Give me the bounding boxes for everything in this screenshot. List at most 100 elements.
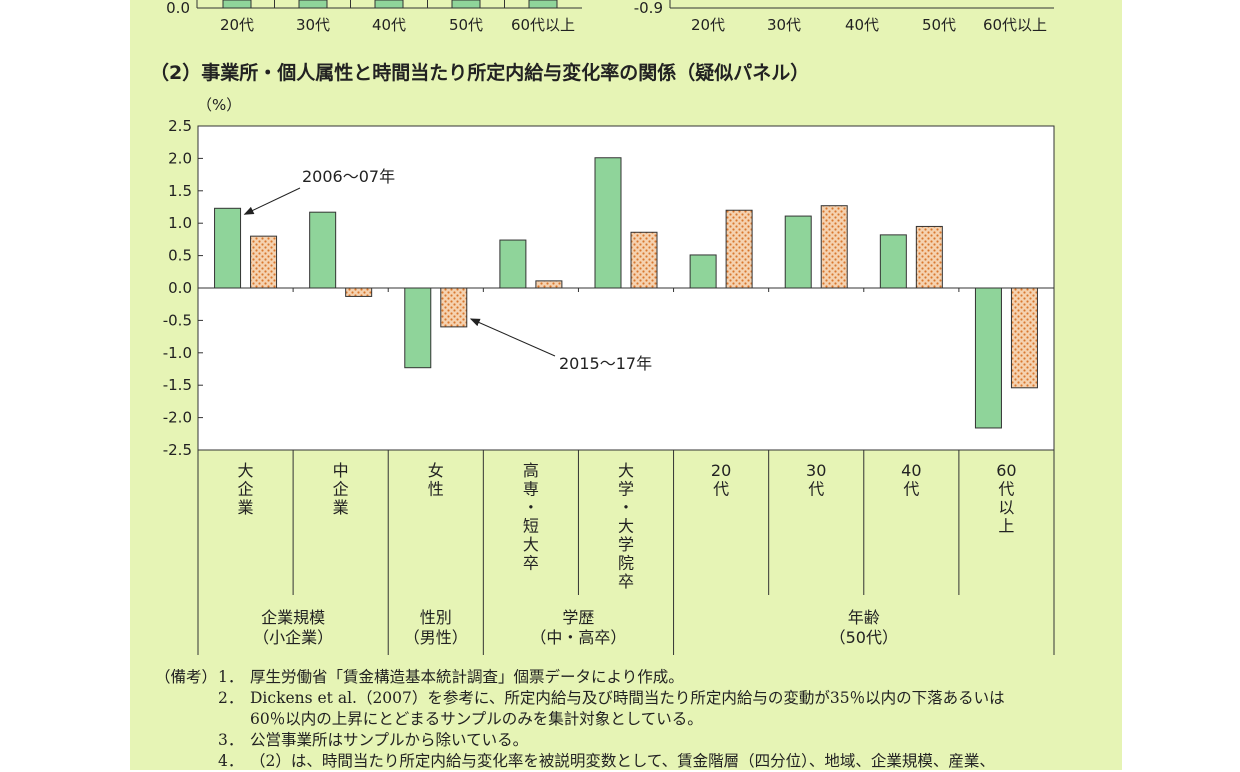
category-label-char: 代 <box>998 480 1014 499</box>
notes: （備考） 1． 厚生労働省「賃金構造基本統計調査」個票データにより作成。 2． Dick… <box>155 667 1115 772</box>
bar-series2-7 <box>915 225 943 289</box>
top-left-chart-fragment: 0.0 20代 30代 40代 50代 60代以上 <box>166 0 582 34</box>
category-label-char: 企 <box>238 480 254 499</box>
top-left-bar <box>222 0 252 9</box>
y-tick-label: 1.0 <box>168 214 192 232</box>
bar-series2-2 <box>440 287 468 328</box>
category-label-char: ・ <box>618 498 634 517</box>
top-right-chart-fragment: -0.9 20代 30代 40代 50代 60代以上 <box>634 0 1054 34</box>
bar-series1-6 <box>784 215 812 289</box>
annotation-label-2006: 2006～07年 <box>302 167 395 186</box>
note-line: 2． Dickens et al.（2007）を参考に、所定内給与及び時間当たり所… <box>155 688 1115 709</box>
bar-series2-8 <box>1010 287 1038 389</box>
y-axis-unit-label: （%） <box>197 96 241 114</box>
bar-series2-5 <box>725 209 753 289</box>
category-label-char: 性 <box>428 480 444 499</box>
top-left-x-tick: 30代 <box>296 16 330 34</box>
top-left-x-tick: 50代 <box>449 16 483 34</box>
note-text: 60％以内の上昇にとどまるサンプルのみを集計対象としている。 <box>250 710 703 728</box>
note-line: 4． （2）は、時間当たり所定内給与変化率を被説明変数として、賃金階層（四分位）、… <box>155 751 1115 772</box>
category-label-char: 60 <box>996 461 1016 480</box>
annotation-arrow-2015 <box>469 318 556 357</box>
bar-series1-2 <box>404 287 432 369</box>
category-label-char: 代 <box>713 480 729 499</box>
group-baseline-label: （50代） <box>830 628 898 647</box>
top-left-bar <box>298 0 328 9</box>
note-number: 3． <box>218 731 244 749</box>
note-line: （備考） 1． 厚生労働省「賃金構造基本統計調査」個票データにより作成。 <box>155 667 1115 688</box>
category-label-char: 大 <box>523 535 539 554</box>
group-label: 企業規模 <box>261 608 325 627</box>
top-left-bar <box>451 0 481 9</box>
category-label-char: 高 <box>523 461 539 480</box>
category-label-char: 大 <box>618 517 634 536</box>
group-baseline-label: （中・高卒） <box>530 628 626 647</box>
category-label-char: 30 <box>806 461 826 480</box>
top-right-x-tick: 50代 <box>922 16 956 34</box>
bar-series2-1 <box>345 287 373 297</box>
category-label-char: 企 <box>333 480 349 499</box>
top-left-x-tick: 40代 <box>372 16 406 34</box>
category-label-char: ・ <box>523 498 539 517</box>
bar-series1-8 <box>974 287 1002 429</box>
category-label-char: 中 <box>333 461 349 480</box>
bar-series2-0 <box>250 235 278 289</box>
bar-series1-5 <box>689 254 717 289</box>
note-line: 3． 公営事業所はサンプルから除いている。 <box>155 730 1115 751</box>
bar-series2-6 <box>820 205 848 289</box>
note-text: （2）は、時間当たり所定内給与変化率を被説明変数として、賃金階層（四分位）、地域… <box>250 752 995 770</box>
y-tick-label: -1.0 <box>163 344 192 362</box>
note-line: 60％以内の上昇にとどまるサンプルのみを集計対象としている。 <box>155 709 1115 730</box>
y-tick-label: 2.0 <box>168 149 192 167</box>
category-label-char: 女 <box>428 461 444 480</box>
top-chart-fragment: 0.0 20代 30代 40代 50代 60代以上 -0.9 20代 30代 40代 50代 60代… <box>166 0 1054 34</box>
x-axis-categories: 大企業中企業女性高専・短大卒大学・大学院卒20代30代40代60代以上企業規模（… <box>197 450 1055 655</box>
annotation-label-2015: 2015～17年 <box>559 354 652 373</box>
group-baseline-label: （小企業） <box>253 628 333 647</box>
category-label-char: 40 <box>901 461 921 480</box>
category-label-char: 大 <box>618 461 634 480</box>
bar-chart: （%） 2.5 2.0 1.5 1.0 0.5 0.0 -0.5 -1.0 -1.5 -2.0 -2… <box>163 96 1055 655</box>
notes-label: （備考） <box>155 668 218 686</box>
group-label: 性別 <box>420 608 452 627</box>
top-left-x-tick: 20代 <box>220 16 254 34</box>
note-text: Dickens et al.（2007）を参考に、所定内給与及び時間当たり所定内… <box>250 689 1005 707</box>
note-text: 公営事業所はサンプルから除いている。 <box>250 731 529 749</box>
category-label-char: 学 <box>618 480 634 499</box>
top-left-x-tick: 60代以上 <box>511 16 575 34</box>
top-left-y-tick: 0.0 <box>166 0 190 17</box>
chart-title: （2）事業所・個人属性と時間当たり所定内給与変化率の関係（疑似パネル） <box>150 62 810 84</box>
top-right-x-tick: 60代以上 <box>983 16 1047 34</box>
top-right-x-tick: 20代 <box>691 16 725 34</box>
y-tick-label: 0.0 <box>168 279 192 297</box>
y-axis: 2.5 2.0 1.5 1.0 0.5 0.0 -0.5 -1.0 -1.5 -2.0 -2.5 <box>163 117 1054 459</box>
top-right-x-tick: 40代 <box>845 16 879 34</box>
annotation-arrow-2006 <box>243 187 301 215</box>
group-label: 年齢 <box>848 608 880 627</box>
bar-series1-4 <box>594 157 622 289</box>
category-label-char: 代 <box>903 480 919 499</box>
top-left-bar <box>528 0 558 9</box>
group-label: 学歴 <box>562 608 594 627</box>
note-text: 厚生労働省「賃金構造基本統計調査」個票データにより作成。 <box>250 668 684 686</box>
bar-series1-3 <box>499 239 527 289</box>
category-label-char: 以 <box>998 498 1014 517</box>
y-tick-label: -2.0 <box>163 409 192 427</box>
note-number: 1． <box>218 668 244 686</box>
y-tick-label: -1.5 <box>163 376 192 394</box>
category-label-char: 卒 <box>618 572 634 591</box>
bar-series1-7 <box>879 234 907 289</box>
top-right-x-tick: 30代 <box>767 16 801 34</box>
y-tick-label: 0.5 <box>168 247 192 265</box>
group-baseline-label: （男性） <box>404 628 468 647</box>
note-number: 4． <box>218 752 244 770</box>
bar-series1-1 <box>309 211 337 289</box>
category-label-char: 業 <box>333 498 349 517</box>
category-label-char: 20 <box>711 461 731 480</box>
category-label-char: 学 <box>618 535 634 554</box>
category-label-char: 上 <box>998 517 1014 536</box>
top-right-y-tick: -0.9 <box>634 0 663 17</box>
y-tick-label: 1.5 <box>168 182 192 200</box>
category-label-char: 院 <box>618 554 634 573</box>
category-label-char: 業 <box>238 498 254 517</box>
